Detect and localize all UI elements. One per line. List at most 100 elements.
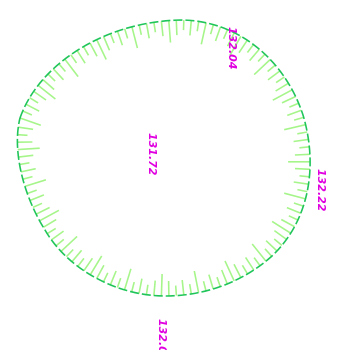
hachure-tick: [27, 189, 37, 195]
hachure-tick: [64, 58, 79, 78]
hachure-tick: [264, 248, 273, 257]
hachure-tick: [294, 167, 311, 171]
hachure-tick: [293, 202, 304, 207]
elevation-label-north-east: 132.04: [226, 27, 239, 69]
hachure-tick: [130, 281, 135, 292]
hachure-tick: [297, 188, 308, 193]
hachure-tick: [293, 138, 309, 143]
hachure-tick: [283, 192, 306, 200]
hachure-tick: [102, 36, 111, 51]
hachure-tick: [50, 230, 65, 241]
hachure-tick: [153, 280, 156, 296]
hachure-tick: [294, 153, 310, 156]
hachure-tick: [42, 218, 57, 228]
hachure-tick: [168, 20, 172, 43]
hachure-tick: [175, 20, 178, 36]
hachure-tick: [18, 154, 34, 158]
hachure-tick: [33, 90, 47, 101]
hachure-tick: [42, 79, 55, 91]
hachure-tick: [273, 238, 283, 247]
hachure-tick: [220, 269, 229, 285]
hachure-tick: [229, 35, 242, 56]
hachure-tick: [281, 95, 296, 104]
hachure-tick: [216, 276, 222, 287]
hachure-tick: [299, 175, 310, 178]
hachure-tick: [123, 28, 129, 39]
hachure-tick: [246, 44, 255, 53]
hachure-tick: [160, 21, 164, 37]
hachure-tick: [35, 206, 50, 215]
hachure-tick: [29, 97, 39, 104]
hachure-tick: [293, 116, 304, 121]
hachure-tick: [145, 23, 150, 39]
hachure-tick: [17, 133, 28, 137]
hachure-tick: [222, 29, 229, 40]
hachure-tick: [71, 249, 83, 263]
contour-line: [16, 19, 311, 297]
hachure-tick: [109, 270, 117, 286]
hachure-tick: [76, 50, 86, 64]
hachure-tick: [60, 235, 78, 252]
hachure-tick: [22, 110, 33, 116]
elevation-label-east: 132.22: [315, 169, 328, 212]
hachure-tick: [200, 22, 207, 45]
hachure-tick: [58, 63, 67, 73]
hachure-tick: [123, 268, 132, 291]
hachure-tick: [65, 248, 74, 258]
hachure-tick: [297, 131, 308, 135]
hachure-tick: [89, 42, 98, 57]
hachure-tick: [226, 32, 236, 47]
hachure-ticks: [17, 20, 311, 297]
hachure-tick: [20, 167, 36, 173]
hachure-tick: [96, 264, 105, 279]
hachure-tick: [19, 117, 42, 127]
hachure-tick: [286, 206, 302, 214]
hachure-tick: [288, 215, 299, 221]
hachure-tick: [77, 257, 85, 267]
elevation-label-center: 131.72: [146, 133, 159, 176]
hachure-tick: [47, 73, 56, 82]
hachure-tick: [46, 227, 57, 235]
hachure-tick: [37, 84, 56, 100]
hachure-tick: [267, 64, 276, 73]
hachure-tick: [248, 48, 260, 62]
hachure-tick: [83, 257, 94, 272]
hachure-tick: [209, 24, 215, 35]
hachure-tick: [257, 53, 266, 62]
hachure-tick: [253, 257, 261, 267]
hachure-tick: [160, 273, 163, 296]
hachure-tick: [214, 26, 222, 42]
hachure-tick: [299, 146, 310, 149]
hachure-tick: [253, 58, 271, 76]
hachure-tick: [188, 283, 193, 295]
hachure-tick: [55, 238, 65, 247]
hachure-tick: [24, 179, 47, 188]
hachure-tick: [25, 103, 40, 112]
hachure-tick: [18, 126, 34, 131]
hachure-tick: [233, 263, 242, 278]
hachure-tick: [196, 21, 200, 32]
hachure-tick: [153, 22, 157, 33]
hachure-tick: [271, 220, 292, 234]
hachure-tick: [273, 229, 287, 241]
hachure-tick: [116, 30, 124, 46]
hachure-tick: [102, 272, 109, 283]
hachure-tick: [289, 102, 299, 108]
hachure-tick: [202, 281, 207, 292]
hachure-tick: [32, 202, 43, 209]
hachure-tick: [265, 240, 278, 252]
hachure-tick: [238, 39, 248, 54]
hachure-tick: [39, 209, 60, 222]
hachure-tick: [116, 277, 122, 288]
hachure-tick: [293, 181, 309, 185]
hachure-tick: [241, 264, 249, 275]
hachure-tick: [29, 194, 45, 202]
hachure-tick: [82, 46, 90, 56]
hachure-tick: [280, 218, 295, 228]
hachure-tick: [19, 162, 30, 166]
hachure-tick: [109, 33, 115, 44]
hachure-tick: [131, 26, 139, 49]
hachure-tick: [138, 278, 143, 294]
hachure-tick: [181, 279, 185, 296]
hachure-tick: [145, 284, 149, 295]
